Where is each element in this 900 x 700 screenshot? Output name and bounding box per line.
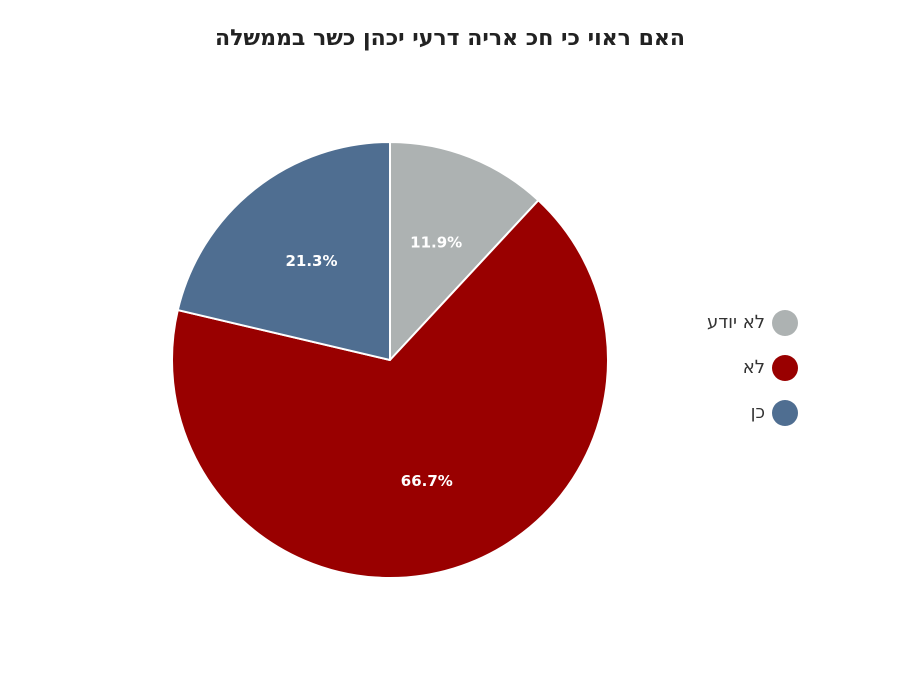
legend-swatch	[772, 354, 798, 381]
legend-label: לא יודע	[706, 312, 765, 333]
legend: לא יודע לא כן	[707, 300, 798, 435]
legend-label: כן	[750, 402, 765, 423]
legend-item-2[interactable]: כן	[707, 390, 798, 435]
slice-value-label-2: 21.3%	[285, 252, 337, 270]
pie-slice-1[interactable]	[171, 199, 609, 579]
legend-item-1[interactable]: לא	[707, 345, 798, 390]
pie-slice-0[interactable]	[389, 141, 540, 361]
legend-swatch	[772, 399, 798, 426]
slice-value-label-1: 66.7%	[401, 472, 453, 490]
pie-slice-2[interactable]	[176, 141, 391, 361]
legend-swatch	[772, 309, 798, 336]
chart-title: האם ראוי כי חכ אריה דרעי יכהן כשר בממשלה	[214, 26, 686, 51]
legend-item-0[interactable]: לא יודע	[707, 300, 798, 345]
legend-label: לא	[742, 357, 765, 378]
slice-value-label-0: 11.9%	[410, 233, 462, 251]
